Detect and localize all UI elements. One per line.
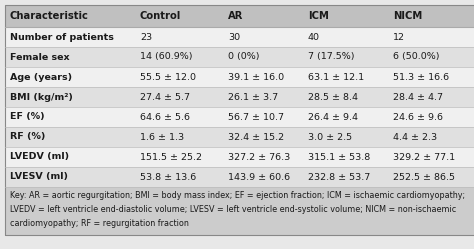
Text: 7 (17.5%): 7 (17.5%)	[308, 53, 355, 62]
Text: 30: 30	[228, 33, 240, 42]
Text: Characteristic: Characteristic	[10, 11, 89, 21]
Text: 26.1 ± 3.7: 26.1 ± 3.7	[228, 92, 278, 102]
Text: 0 (0%): 0 (0%)	[228, 53, 259, 62]
Text: 1.6 ± 1.3: 1.6 ± 1.3	[140, 132, 184, 141]
Text: ICM: ICM	[308, 11, 329, 21]
Text: AR: AR	[228, 11, 243, 21]
Text: 6 (50.0%): 6 (50.0%)	[393, 53, 439, 62]
Text: 28.5 ± 8.4: 28.5 ± 8.4	[308, 92, 358, 102]
Text: 27.4 ± 5.7: 27.4 ± 5.7	[140, 92, 190, 102]
Text: 26.4 ± 9.4: 26.4 ± 9.4	[308, 113, 358, 122]
Text: LVEDV = left ventricle end-diastolic volume; LVESV = left ventricle end-systolic: LVEDV = left ventricle end-diastolic vol…	[10, 205, 456, 214]
Text: 143.9 ± 60.6: 143.9 ± 60.6	[228, 173, 290, 182]
Text: 327.2 ± 76.3: 327.2 ± 76.3	[228, 152, 290, 162]
Text: 64.6 ± 5.6: 64.6 ± 5.6	[140, 113, 190, 122]
Text: 63.1 ± 12.1: 63.1 ± 12.1	[308, 72, 364, 81]
Text: 232.8 ± 53.7: 232.8 ± 53.7	[308, 173, 370, 182]
Text: Number of patients: Number of patients	[10, 33, 114, 42]
Text: 23: 23	[140, 33, 152, 42]
Text: 40: 40	[308, 33, 320, 42]
Text: 51.3 ± 16.6: 51.3 ± 16.6	[393, 72, 449, 81]
Text: 55.5 ± 12.0: 55.5 ± 12.0	[140, 72, 196, 81]
Text: Key: AR = aortic regurgitation; BMI = body mass index; EF = ejection fraction; I: Key: AR = aortic regurgitation; BMI = bo…	[10, 191, 465, 200]
Text: 14 (60.9%): 14 (60.9%)	[140, 53, 192, 62]
Text: 329.2 ± 77.1: 329.2 ± 77.1	[393, 152, 455, 162]
Text: RF (%): RF (%)	[10, 132, 46, 141]
Text: 315.1 ± 53.8: 315.1 ± 53.8	[308, 152, 370, 162]
Text: Control: Control	[140, 11, 181, 21]
Text: Age (years): Age (years)	[10, 72, 72, 81]
Text: LVESV (ml): LVESV (ml)	[10, 173, 68, 182]
Text: LVEDV (ml): LVEDV (ml)	[10, 152, 69, 162]
Text: 53.8 ± 13.6: 53.8 ± 13.6	[140, 173, 196, 182]
Text: 151.5 ± 25.2: 151.5 ± 25.2	[140, 152, 202, 162]
Text: 28.4 ± 4.7: 28.4 ± 4.7	[393, 92, 443, 102]
Text: EF (%): EF (%)	[10, 113, 45, 122]
Text: cardiomyopathy; RF = regurgitation fraction: cardiomyopathy; RF = regurgitation fract…	[10, 219, 189, 228]
Text: 252.5 ± 86.5: 252.5 ± 86.5	[393, 173, 455, 182]
Text: BMI (kg/m²): BMI (kg/m²)	[10, 92, 73, 102]
Text: 4.4 ± 2.3: 4.4 ± 2.3	[393, 132, 437, 141]
Text: NICM: NICM	[393, 11, 422, 21]
Text: 3.0 ± 2.5: 3.0 ± 2.5	[308, 132, 352, 141]
Text: 32.4 ± 15.2: 32.4 ± 15.2	[228, 132, 284, 141]
Text: 24.6 ± 9.6: 24.6 ± 9.6	[393, 113, 443, 122]
Text: 56.7 ± 10.7: 56.7 ± 10.7	[228, 113, 284, 122]
Text: Female sex: Female sex	[10, 53, 70, 62]
Text: 12: 12	[393, 33, 405, 42]
Text: 39.1 ± 16.0: 39.1 ± 16.0	[228, 72, 284, 81]
